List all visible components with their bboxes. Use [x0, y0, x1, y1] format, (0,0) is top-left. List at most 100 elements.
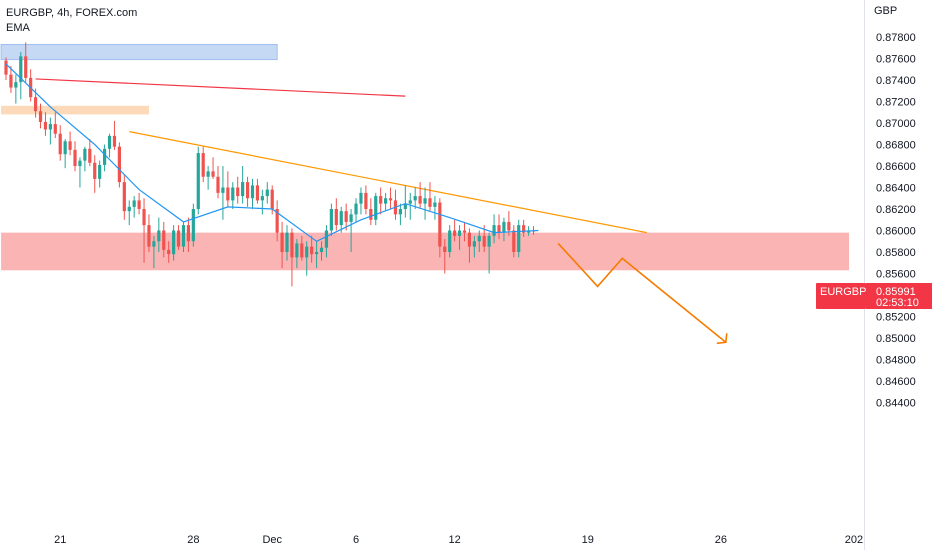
symbol-title[interactable]: EURGBP, 4h, FOREX.com	[6, 7, 138, 19]
candle	[290, 228, 294, 287]
candle-body	[157, 230, 161, 242]
candle	[172, 225, 176, 261]
candle-body	[285, 232, 289, 252]
candle	[413, 187, 417, 209]
candle	[14, 74, 18, 104]
candle-body	[344, 211, 348, 222]
candle	[477, 230, 481, 252]
candle	[137, 192, 141, 215]
trendline-red[interactable]	[35, 78, 406, 97]
x-tick-label: Dec	[262, 534, 282, 546]
candle	[319, 241, 324, 261]
candle-body	[19, 56, 23, 83]
price-badge-price: 0.85991	[876, 286, 916, 298]
candle	[280, 221, 284, 269]
y-tick-label: 0.85600	[876, 269, 916, 281]
candle-body	[186, 225, 191, 242]
candle	[453, 219, 457, 242]
candle	[250, 178, 255, 209]
candle-body	[275, 209, 279, 233]
candle-body	[191, 209, 195, 242]
y-tick-label: 0.86200	[876, 204, 916, 216]
currency-label: GBP	[874, 5, 897, 17]
candle	[196, 146, 200, 215]
candle	[241, 166, 245, 204]
candle	[117, 142, 121, 188]
candle	[186, 217, 191, 252]
candle	[364, 185, 368, 215]
candle-body	[53, 124, 57, 134]
y-tick-label: 0.86800	[876, 140, 916, 152]
price-badge-box	[816, 283, 866, 309]
candle	[300, 235, 304, 261]
candle-body	[260, 196, 264, 201]
x-tick-label: 202	[845, 534, 863, 546]
candle	[83, 146, 87, 172]
projection-path[interactable]	[557, 242, 727, 343]
y-tick-label: 0.85200	[876, 312, 916, 324]
y-tick-label: 0.86000	[876, 226, 916, 238]
candle-body	[295, 243, 299, 258]
candle	[438, 198, 442, 258]
candle	[43, 112, 48, 136]
candle	[162, 221, 166, 258]
candle-body	[245, 182, 250, 199]
candle	[492, 214, 496, 244]
resistance-zone-orange[interactable]	[1, 105, 149, 115]
price-badge-countdown: 02:53:10	[876, 297, 919, 309]
indicator-label[interactable]: EMA	[6, 22, 30, 34]
trendline-orange[interactable]	[129, 131, 648, 234]
candle-body	[418, 196, 422, 204]
candle	[329, 203, 333, 236]
candle	[48, 117, 52, 145]
candle	[127, 200, 131, 226]
candle	[152, 235, 156, 269]
candle-body	[334, 209, 338, 226]
resistance-zone-blue[interactable]	[0, 44, 278, 61]
candle-body	[24, 56, 28, 78]
candle-body	[433, 202, 437, 207]
candle-body	[14, 82, 18, 88]
candle	[63, 139, 67, 169]
candle-body	[413, 196, 417, 201]
candle	[132, 196, 136, 218]
candle	[502, 217, 506, 242]
candle	[216, 166, 220, 199]
candle	[324, 225, 329, 258]
candle	[38, 103, 43, 129]
candle	[73, 141, 77, 172]
candle-body	[226, 187, 230, 201]
candle-body	[216, 176, 220, 193]
candle	[236, 176, 240, 204]
candle	[487, 232, 491, 274]
candle	[428, 182, 432, 212]
candle-body	[98, 164, 102, 179]
candle-body	[38, 111, 43, 122]
support-zone[interactable]	[1, 232, 850, 271]
candle	[472, 235, 476, 258]
candle-body	[142, 209, 146, 226]
candle	[275, 200, 279, 242]
candle	[181, 221, 186, 252]
candle-body	[497, 225, 501, 233]
candle	[423, 187, 427, 220]
candle-body	[176, 230, 181, 247]
candle-body	[453, 230, 457, 236]
y-tick-label: 0.86400	[876, 183, 916, 195]
candle-body	[408, 200, 412, 204]
y-tick-label: 0.87800	[876, 32, 916, 44]
candle-body	[369, 209, 373, 220]
candle	[512, 225, 516, 258]
candle	[310, 235, 314, 263]
candle-body	[438, 202, 442, 247]
y-tick-label: 0.85800	[876, 247, 916, 259]
price-badge-symbol: EURGBP	[820, 286, 866, 298]
y-tick-label: 0.87200	[876, 97, 916, 109]
candle	[226, 171, 230, 207]
projection-arrowhead	[716, 333, 728, 345]
y-tick-label: 0.87000	[876, 118, 916, 130]
candle-body	[398, 209, 402, 215]
candle-body	[310, 246, 314, 255]
